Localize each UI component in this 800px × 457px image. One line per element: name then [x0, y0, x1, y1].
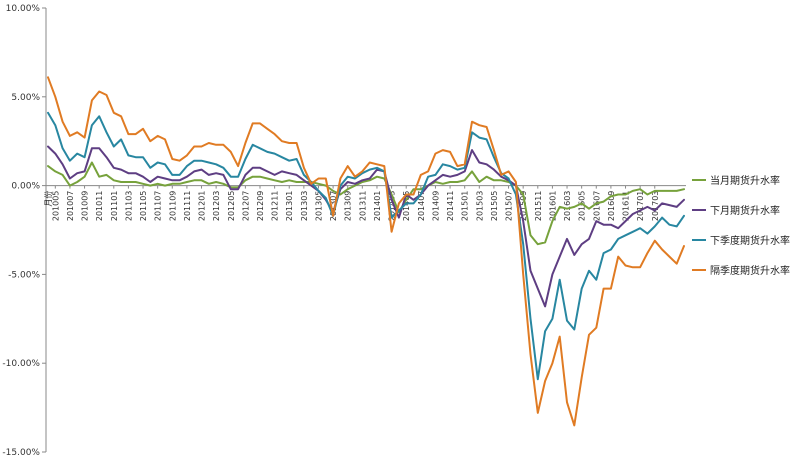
x-tick-label: 201403 — [388, 191, 397, 222]
x-tick-label: 201703 — [651, 191, 660, 222]
x-tick-label: 201005 — [51, 191, 60, 222]
x-tick-label: 201203 — [212, 191, 221, 222]
y-tick-label: -15.00% — [2, 448, 40, 457]
x-tick-label: 201611 — [622, 191, 631, 222]
y-tick-label: -5.00% — [8, 270, 40, 280]
legend-label: 下月期货升水率 — [710, 204, 780, 217]
x-tick-label: 201411 — [446, 191, 455, 222]
x-tick-label: 201401 — [373, 191, 382, 222]
x-tick-label: 201205 — [227, 191, 236, 222]
x-tick-label: 201501 — [461, 191, 470, 222]
x-tick-label: 201605 — [578, 191, 587, 222]
x-tick-label: 201301 — [285, 191, 294, 222]
series-line-3 — [47, 111, 685, 381]
x-tick-label: 201405 — [402, 191, 411, 222]
x-tick-label: 201505 — [490, 191, 499, 222]
x-tick-label: 201503 — [475, 191, 484, 222]
y-tick-label: 0.00% — [11, 182, 40, 192]
series-layer — [47, 76, 685, 427]
x-tick-label: 201107 — [154, 191, 163, 222]
y-tick-label: 10.00% — [6, 4, 41, 14]
series-line-2 — [47, 145, 685, 308]
x-tick-label: 201407 — [417, 191, 426, 222]
x-tick-label: 201007 — [66, 191, 75, 222]
x-tick-label: 201701 — [636, 191, 645, 222]
x-tick-label: 201103 — [124, 191, 133, 222]
x-tick-label: 201409 — [431, 191, 440, 222]
legend-label: 隔季度期货升水率 — [710, 264, 790, 277]
x-tick-label: 201201 — [198, 191, 207, 222]
y-axis-ticks: 10.00% 5.00% 0.00% -5.00% -10.00% -15.00% — [2, 4, 46, 457]
x-tick-label: 201303 — [300, 191, 309, 222]
x-tick-label: 201211 — [271, 191, 280, 222]
x-tick-label: 201101 — [110, 191, 119, 222]
x-tick-label: 201009 — [81, 191, 90, 222]
x-tick-label: 201307 — [329, 191, 338, 222]
x-tick-label: 201105 — [139, 191, 148, 222]
x-tick-label: 201511 — [534, 191, 543, 222]
x-tick-label: 201111 — [183, 191, 192, 222]
x-tick-label: 201305 — [314, 191, 323, 222]
x-tick-label: 201603 — [563, 191, 572, 222]
legend-label: 当月期货升水率 — [710, 174, 780, 187]
x-tick-label: 201207 — [241, 191, 250, 222]
series-line-1 — [47, 161, 685, 246]
x-tick-label: 201607 — [592, 191, 601, 222]
y-tick-label: 5.00% — [11, 93, 40, 103]
x-tick-label: 201609 — [607, 191, 616, 222]
series-line-4 — [47, 76, 685, 427]
x-axis-label: 月份 — [43, 191, 53, 207]
legend-label: 下季度期货升水率 — [710, 234, 790, 247]
x-tick-label: 201209 — [256, 191, 265, 222]
x-tick-label: 201509 — [519, 191, 528, 222]
x-tick-label: 201311 — [358, 191, 367, 222]
x-axis-ticks: 201005 201007 201009 201011 201101 201103 2011… — [51, 185, 660, 222]
y-tick-label: -10.00% — [2, 359, 40, 369]
x-tick-label: 201309 — [344, 191, 353, 222]
x-tick-label: 201109 — [168, 191, 177, 222]
x-tick-label: 201011 — [95, 191, 104, 222]
x-tick-label: 201507 — [505, 191, 514, 222]
x-tick-label: 201601 — [548, 191, 557, 222]
